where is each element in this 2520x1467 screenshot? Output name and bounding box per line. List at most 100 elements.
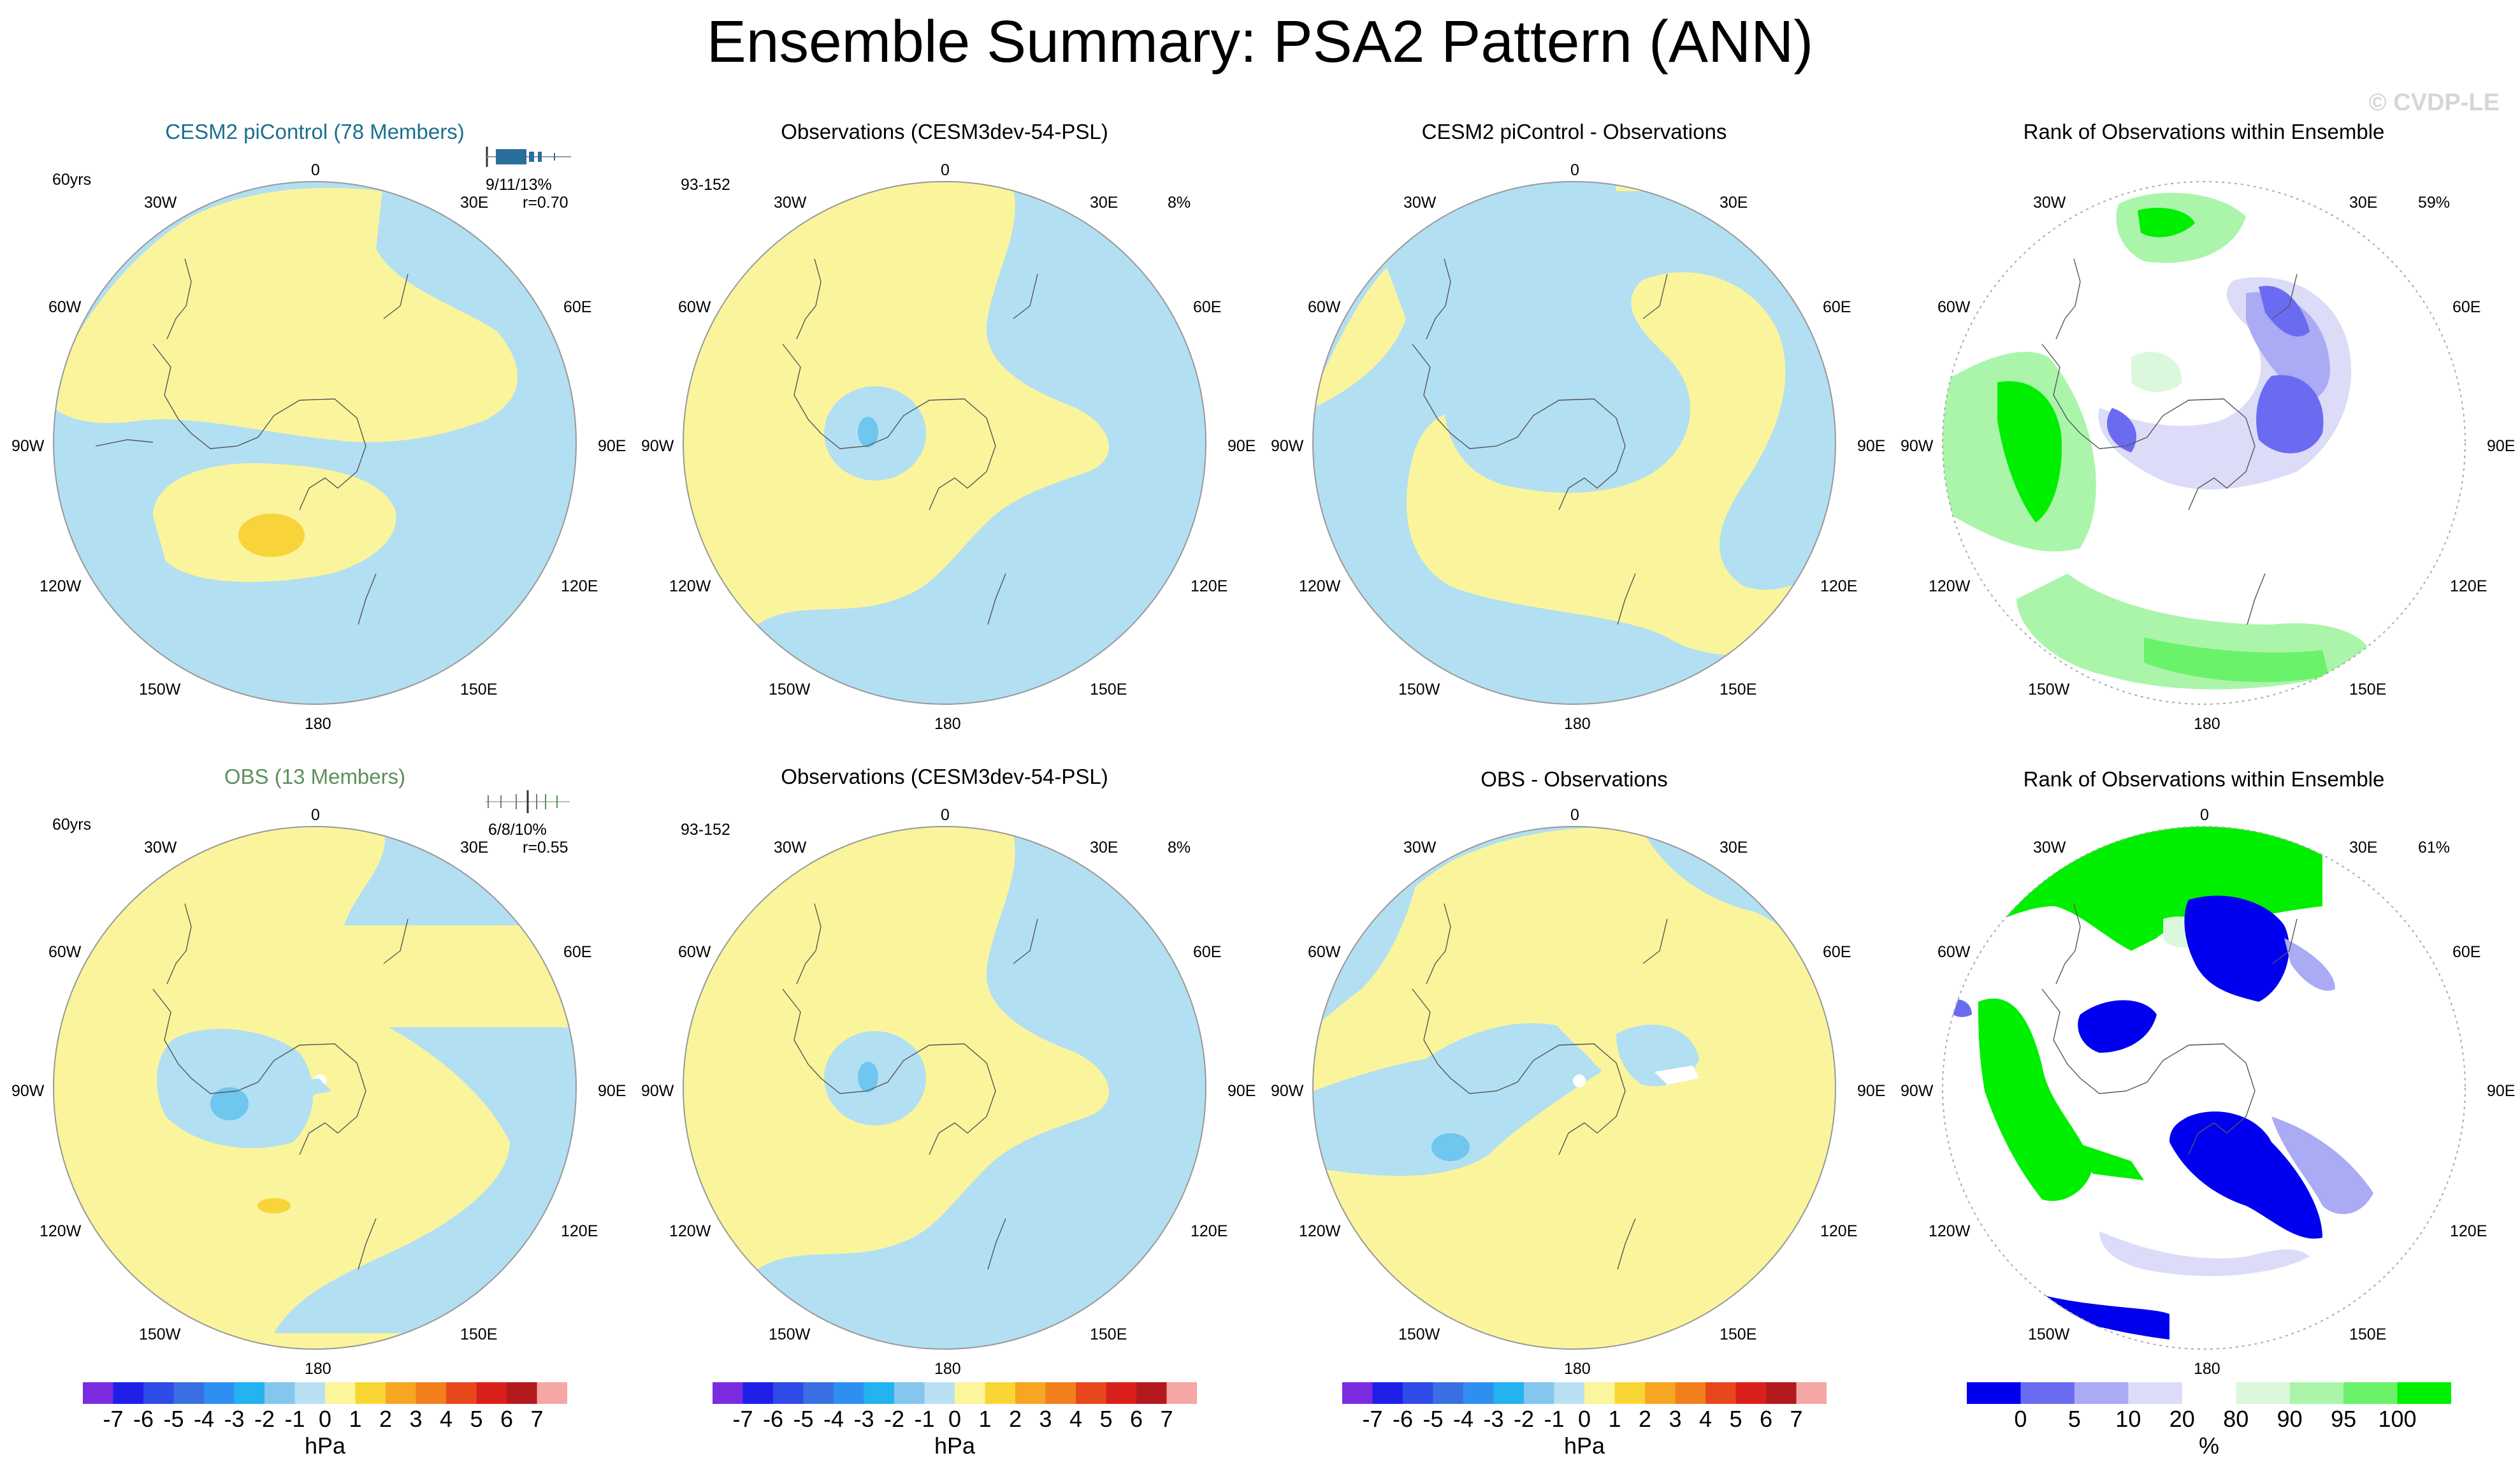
colorbar-swatch — [1524, 1382, 1554, 1404]
colorbar-tick-label: -3 — [224, 1406, 245, 1432]
colorbar-tick-label: -6 — [133, 1406, 154, 1432]
panel-ensemble-mean-row1: CESM2 piControl (78 Members) 60yrs 9/11/… — [0, 115, 630, 757]
lon-label-120e: 120E — [1820, 577, 1858, 595]
lon-label-150w: 150W — [2028, 1326, 2070, 1343]
colorbar-swatch — [446, 1382, 477, 1404]
colorbar-tick-label: -2 — [883, 1406, 904, 1432]
map-rank-row1 — [1942, 181, 2466, 705]
lon-label-60w: 60W — [678, 298, 711, 316]
lon-label-60w: 60W — [1308, 298, 1341, 316]
panel-title: Observations (CESM3dev-54-PSL) — [781, 765, 1108, 788]
colorbar-swatch — [325, 1382, 356, 1404]
lon-label-120w: 120W — [1299, 1222, 1341, 1240]
map-rank-row2 — [1942, 826, 2466, 1350]
colorbar-swatch — [713, 1382, 743, 1404]
lon-label-90w: 90W — [641, 437, 674, 455]
rank-colorbar: 0 5 10 20 80 90 95 100% — [1967, 1382, 2451, 1467]
lon-label-90e: 90E — [2487, 437, 2516, 455]
colorbar-tick-label: 10 — [2115, 1406, 2141, 1432]
lon-label-30e: 30E — [2349, 194, 2378, 212]
colorbar-tick-label: 5 — [1099, 1406, 1113, 1432]
panel-title: OBS (13 Members) — [224, 765, 406, 788]
colorbar-swatch — [143, 1382, 174, 1404]
colorbar-swatch — [2397, 1382, 2451, 1404]
colorbar-tick-label: 1 — [978, 1406, 992, 1432]
colorbar-unit-label: hPa — [304, 1433, 346, 1459]
colorbar-swatches — [713, 1382, 1197, 1404]
colorbar-swatch — [1463, 1382, 1494, 1404]
colorbar-swatch — [1166, 1382, 1197, 1404]
colorbar-tick-label: -5 — [163, 1406, 184, 1432]
lon-label-120e: 120E — [1191, 577, 1228, 595]
panel-difference-row2: OBS - Observations 0 30W 30E 60W 60E 90W… — [1259, 760, 1889, 1402]
obs-pct-label: 8% — [1168, 194, 1191, 212]
colorbar-swatch — [416, 1382, 447, 1404]
colorbar-tick-label: -7 — [732, 1406, 753, 1432]
colorbar-tick-label: -4 — [193, 1406, 214, 1432]
lon-label-120w: 120W — [669, 577, 711, 595]
panel-difference-row1: CESM2 piControl - Observations 0 30W 30E… — [1259, 115, 1889, 757]
colorbar-swatch — [1403, 1382, 1433, 1404]
colorbar-tick-label: 4 — [1698, 1406, 1713, 1432]
colorbar-swatch — [537, 1382, 567, 1404]
panel-title: Rank of Observations within Ensemble — [2023, 767, 2385, 791]
lon-label-30e: 30E — [2349, 839, 2378, 856]
colorbar-swatch — [742, 1382, 774, 1404]
colorbar-swatch — [955, 1382, 985, 1404]
lon-label-90w: 90W — [1901, 437, 1934, 455]
colorbar-swatch — [173, 1382, 205, 1404]
lon-label-0: 0 — [311, 161, 320, 179]
lon-label-180: 180 — [2194, 715, 2220, 733]
colorbar-tick-label: 6 — [1129, 1406, 1143, 1432]
pattern-correlation-label: r=0.55 — [523, 839, 568, 856]
colorbar-swatch — [1735, 1382, 1767, 1404]
colorbar-swatch — [2343, 1382, 2398, 1404]
colorbar-swatch — [1342, 1382, 1373, 1404]
colorbar-swatch — [234, 1382, 265, 1404]
colorbar-tick-label: -1 — [284, 1406, 305, 1432]
colorbar-swatch — [1796, 1382, 1827, 1404]
lon-label-60e: 60E — [563, 298, 592, 316]
lon-label-150e: 150E — [1090, 681, 1127, 698]
panel-observations-row1: Observations (CESM3dev-54-PSL) 93-152 8%… — [630, 115, 1259, 757]
colorbar-swatch — [1106, 1382, 1137, 1404]
panel-title: Observations (CESM3dev-54-PSL) — [781, 120, 1108, 143]
years-label: 60yrs — [52, 816, 92, 834]
lon-label-180: 180 — [1564, 715, 1591, 733]
colorbar-swatch — [1967, 1382, 2021, 1404]
colorbar-swatch — [894, 1382, 925, 1404]
page-title: Ensemble Summary: PSA2 Pattern (ANN) — [706, 8, 1814, 75]
rank-pct-label: 61% — [2418, 839, 2451, 856]
map-difference-row2 — [1312, 826, 1836, 1350]
colorbar-tick-label: -3 — [853, 1406, 874, 1432]
obs-years-label: 93-152 — [681, 821, 730, 839]
colorbar-swatch — [985, 1382, 1016, 1404]
colorbar-swatch — [924, 1382, 955, 1404]
colorbar-tick-label: 0 — [948, 1406, 962, 1432]
colorbar-swatch — [803, 1382, 834, 1404]
colorbar-swatch — [476, 1382, 507, 1404]
colorbar-tick-label: -3 — [1483, 1406, 1504, 1432]
panel-title: CESM2 piControl (78 Members) — [165, 120, 465, 143]
lon-label-120w: 120W — [1299, 577, 1341, 595]
colorbar-swatch — [113, 1382, 144, 1404]
colorbar-swatch — [1433, 1382, 1464, 1404]
colorbar-swatch — [1076, 1382, 1106, 1404]
colorbar-tick-label: 3 — [1669, 1406, 1682, 1432]
colorbar-swatch — [294, 1382, 326, 1404]
colorbar-swatch — [1554, 1382, 1585, 1404]
lon-label-120w: 120W — [1929, 1222, 1971, 1240]
colorbar-tick-label: 3 — [409, 1406, 423, 1432]
panel-title: OBS - Observations — [1481, 767, 1668, 791]
lon-label-30e: 30E — [1720, 194, 1748, 212]
lon-label-150e: 150E — [460, 681, 498, 698]
lon-label-60e: 60E — [1193, 298, 1222, 316]
colorbar-tick-label: 6 — [1759, 1406, 1773, 1432]
panel-observations-row2: Observations (CESM3dev-54-PSL) 93-152 8%… — [630, 760, 1259, 1402]
lon-label-60e: 60E — [563, 943, 592, 961]
lon-label-30e: 30E — [460, 839, 489, 856]
colorbar-swatch — [83, 1382, 113, 1404]
lon-label-120e: 120E — [2450, 1222, 2487, 1240]
lon-label-0: 0 — [311, 806, 320, 824]
lon-label-120e: 120E — [2450, 577, 2487, 595]
